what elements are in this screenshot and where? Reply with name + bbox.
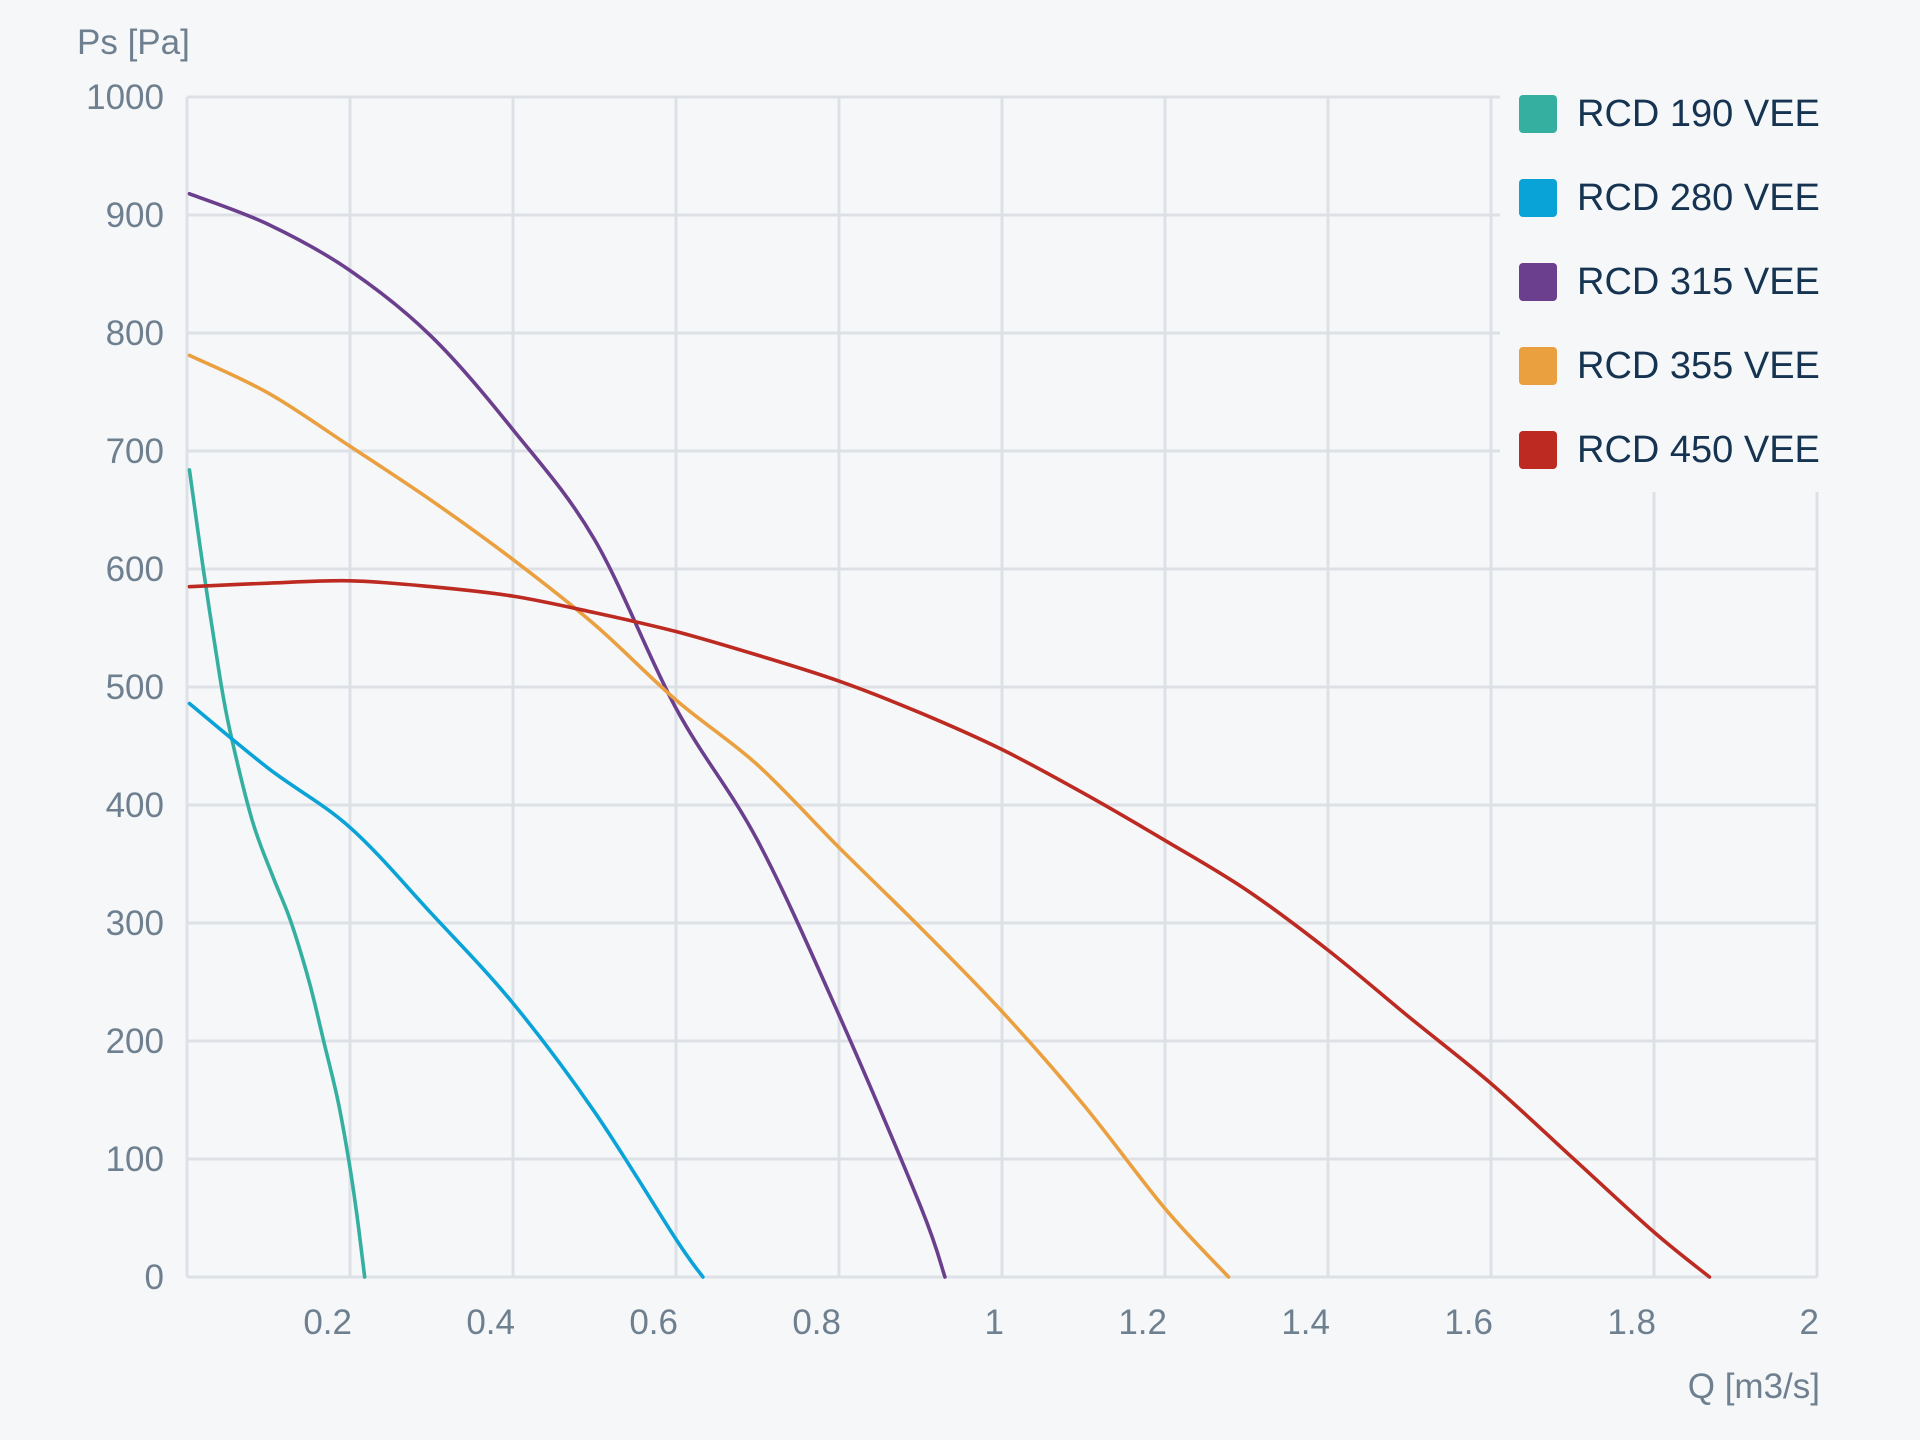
legend-swatch — [1519, 347, 1557, 385]
curve-rcd-190-vee — [187, 468, 367, 1279]
y-tick-label: 1000 — [86, 78, 164, 117]
y-tick-label: 300 — [106, 904, 164, 943]
legend-label: RCD 190 VEE — [1577, 92, 1820, 135]
series-curves — [187, 191, 1712, 1279]
y-axis-tick-labels: 0 100 200 300 400 500 600 700 800 900 1000 — [86, 78, 164, 1297]
x-axis-tick-labels: 0.2 0.4 0.6 0.8 1 1.2 1.4 1.6 1.8 2 — [303, 1303, 1819, 1342]
y-tick-label: 400 — [106, 786, 164, 825]
x-tick-label: 1.4 — [1281, 1303, 1330, 1342]
legend-item-rcd-280[interactable]: RCD 280 VEE — [1500, 156, 1900, 240]
legend-swatch — [1519, 263, 1557, 301]
legend-label: RCD 280 VEE — [1577, 176, 1820, 219]
curve-rcd-280-vee — [187, 701, 705, 1279]
legend-swatch — [1519, 431, 1557, 469]
y-tick-label: 0 — [145, 1258, 164, 1297]
legend-label: RCD 450 VEE — [1577, 428, 1820, 471]
x-tick-label: 1.6 — [1444, 1303, 1493, 1342]
legend-swatch — [1519, 179, 1557, 217]
y-tick-label: 700 — [106, 432, 164, 471]
y-tick-label: 800 — [106, 314, 164, 353]
legend-swatch — [1519, 95, 1557, 133]
legend-label: RCD 315 VEE — [1577, 260, 1820, 303]
legend-item-rcd-450[interactable]: RCD 450 VEE — [1500, 408, 1900, 492]
legend: RCD 190 VEE RCD 280 VEE RCD 315 VEE RCD … — [1500, 72, 1900, 492]
x-tick-label: 0.4 — [466, 1303, 515, 1342]
x-tick-label: 2 — [1800, 1303, 1819, 1342]
x-tick-label: 1.2 — [1118, 1303, 1167, 1342]
x-tick-label: 0.6 — [629, 1303, 678, 1342]
x-axis-title: Q [m3/s] — [1688, 1367, 1820, 1406]
y-tick-label: 600 — [106, 550, 164, 589]
y-axis-title: Ps [Pa] — [77, 23, 190, 62]
y-tick-label: 100 — [106, 1140, 164, 1179]
y-tick-label: 900 — [106, 196, 164, 235]
legend-item-rcd-355[interactable]: RCD 355 VEE — [1500, 324, 1900, 408]
curve-rcd-355-vee — [187, 353, 1231, 1279]
x-tick-label: 0.2 — [303, 1303, 352, 1342]
x-tick-label: 1 — [985, 1303, 1004, 1342]
legend-label: RCD 355 VEE — [1577, 344, 1820, 387]
legend-item-rcd-315[interactable]: RCD 315 VEE — [1500, 240, 1900, 324]
y-tick-label: 500 — [106, 668, 164, 707]
x-tick-label: 1.8 — [1607, 1303, 1656, 1342]
curve-rcd-450-vee — [187, 578, 1712, 1279]
curve-rcd-315-vee — [187, 191, 947, 1279]
y-tick-label: 200 — [106, 1022, 164, 1061]
x-tick-label: 0.8 — [792, 1303, 841, 1342]
legend-item-rcd-190[interactable]: RCD 190 VEE — [1500, 72, 1900, 156]
